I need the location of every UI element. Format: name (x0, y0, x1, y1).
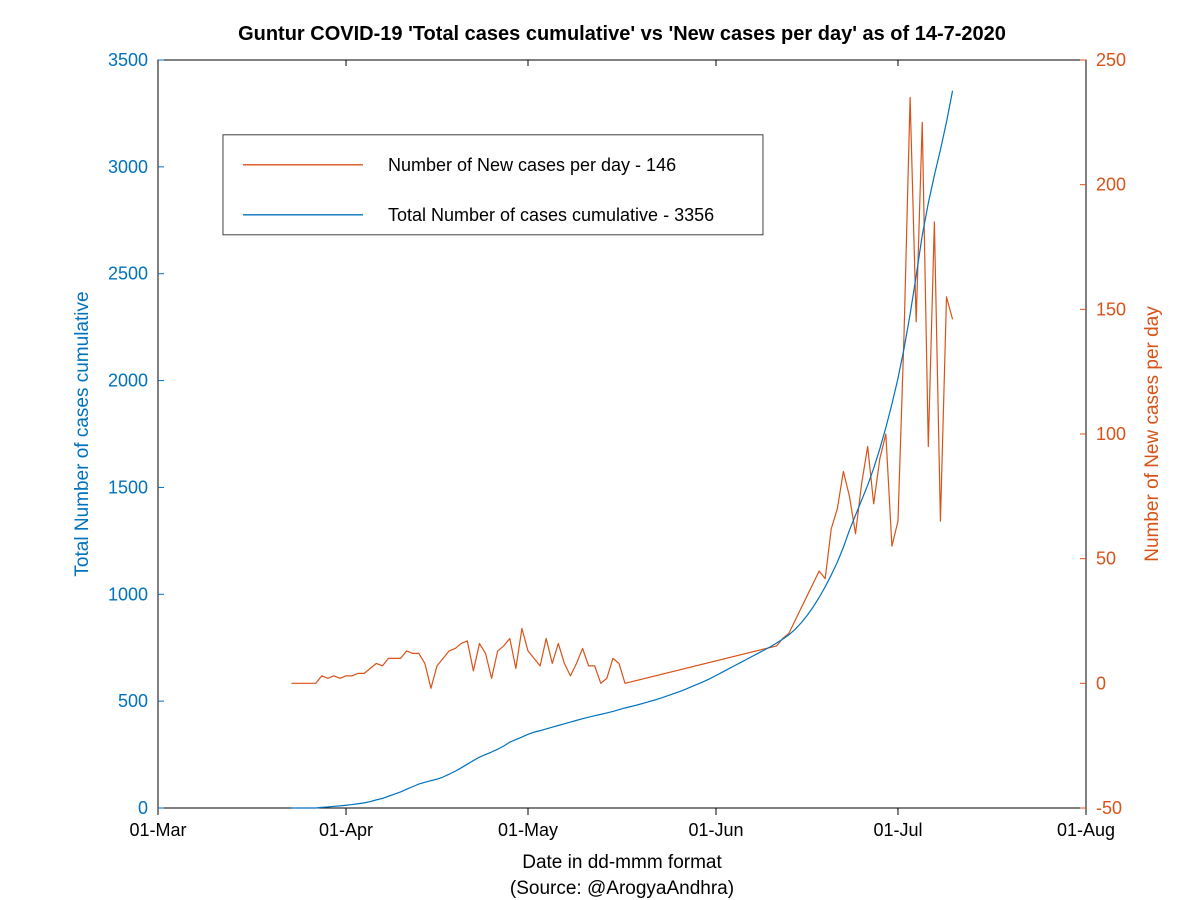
legend-label: Number of New cases per day - 146 (388, 155, 676, 175)
x-tick-label: 01-Aug (1057, 820, 1115, 840)
yr-tick-label: -50 (1096, 798, 1122, 818)
yr-tick-label: 150 (1096, 299, 1126, 319)
chart-title: Guntur COVID-19 'Total cases cumulative'… (238, 23, 1006, 45)
x-tick-label: 01-May (498, 820, 558, 840)
chart-container: 01-Mar01-Apr01-May01-Jun01-Jul01-Aug0500… (0, 0, 1200, 900)
yl-axis-label: Total Number of cases cumulative (72, 291, 93, 576)
yr-tick-label: 0 (1096, 673, 1106, 693)
yl-tick-label: 1500 (108, 477, 148, 497)
yl-tick-label: 2000 (108, 371, 148, 391)
x-axis-label: Date in dd-mmm format (522, 852, 722, 873)
yr-tick-label: 100 (1096, 424, 1126, 444)
yl-tick-label: 500 (118, 691, 148, 711)
yr-tick-label: 250 (1096, 50, 1126, 70)
yl-tick-label: 3500 (108, 50, 148, 70)
x-tick-label: 01-Jul (873, 820, 922, 840)
yl-tick-label: 0 (138, 798, 148, 818)
x-axis-sublabel: (Source: @ArogyaAndhra) (510, 878, 734, 899)
yr-tick-label: 50 (1096, 549, 1116, 569)
yr-tick-label: 200 (1096, 175, 1126, 195)
yl-tick-label: 2500 (108, 264, 148, 284)
x-tick-label: 01-Mar (129, 820, 186, 840)
yr-axis-label: Number of New cases per day (1142, 306, 1163, 562)
chart-svg: 01-Mar01-Apr01-May01-Jun01-Jul01-Aug0500… (0, 0, 1200, 900)
x-tick-label: 01-Apr (319, 820, 373, 840)
x-tick-label: 01-Jun (688, 820, 743, 840)
yl-tick-label: 3000 (108, 157, 148, 177)
yl-tick-label: 1000 (108, 584, 148, 604)
legend-label: Total Number of cases cumulative - 3356 (388, 205, 714, 225)
